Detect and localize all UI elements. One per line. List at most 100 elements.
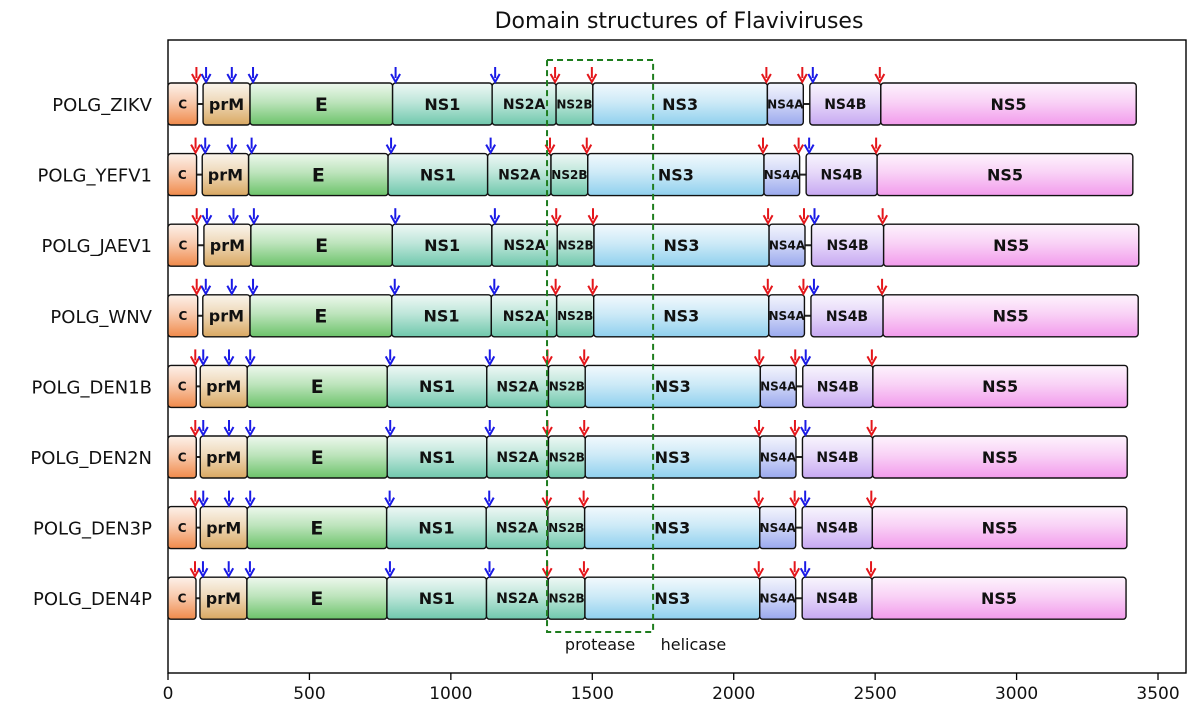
x-tick-label: 1500 <box>571 684 614 704</box>
domain-label: NS2B <box>557 309 593 323</box>
domain-label: NS1 <box>424 236 460 255</box>
protein-label: POLG_DEN1B <box>32 377 153 398</box>
protease-cleavage-arrow <box>550 278 562 296</box>
domain-label: NS2B <box>551 168 587 182</box>
domain-label: E <box>312 164 325 186</box>
x-tick-label: 3500 <box>1136 684 1179 704</box>
domain-label: C <box>178 380 187 394</box>
host-cleavage-arrow <box>484 561 495 579</box>
protease-cleavage-arrow <box>789 490 801 508</box>
host-cleavage-arrow <box>244 561 256 579</box>
protease-cleavage-arrow <box>191 67 202 85</box>
protein-label: POLG_JAEV1 <box>42 236 152 257</box>
protease-cleavage-arrow <box>753 420 765 438</box>
protease-cleavage-arrow <box>189 420 201 438</box>
domain-block <box>768 294 806 338</box>
domain-label: prM <box>206 448 241 467</box>
host-cleavage-arrow <box>226 278 238 296</box>
protease-cleavage-arrow <box>549 67 561 85</box>
host-cleavage-arrow <box>197 490 209 508</box>
host-cleavage-arrow <box>385 137 397 155</box>
domain-block <box>759 435 797 479</box>
domain-label: C <box>178 309 187 323</box>
domain-label: NS2B <box>548 592 584 606</box>
protease-region-box <box>546 59 655 633</box>
domain-block <box>167 223 199 267</box>
domain-block <box>872 364 1129 409</box>
domain-label: C <box>178 592 187 606</box>
host-cleavage-arrow <box>384 561 396 579</box>
domain-label: NS2B <box>548 521 584 535</box>
host-cleavage-arrow <box>200 67 212 85</box>
host-cleavage-arrow <box>226 67 238 85</box>
domain-label: NS5 <box>982 448 1018 467</box>
domain-label: NS3 <box>654 518 690 537</box>
domain-label: NS2A <box>503 97 546 113</box>
host-cleavage-arrow <box>223 349 235 367</box>
domain-label: NS2B <box>549 380 585 394</box>
domain-label: prM <box>209 95 244 114</box>
domain-label: NS3 <box>662 95 698 114</box>
domain-label: NS4A <box>767 97 804 111</box>
protein-label: POLG_DEN3P <box>33 519 152 540</box>
protease-cleavage-arrow <box>544 137 556 155</box>
domain-label: NS4B <box>816 591 858 607</box>
domain-label: NS4B <box>826 309 868 325</box>
host-cleavage-arrow <box>800 349 812 367</box>
domain-block <box>167 576 197 620</box>
protease-cleavage-arrow <box>753 490 765 508</box>
domain-label: NS1 <box>420 165 456 184</box>
domain-label: NS2A <box>496 450 539 466</box>
protease-cleavage-arrow <box>798 208 810 226</box>
protease-cleavage-arrow <box>866 420 877 438</box>
host-cleavage-arrow <box>197 349 209 367</box>
x-tick-label: 1000 <box>429 684 472 704</box>
domain-label: NS2B <box>558 239 594 253</box>
host-cleavage-arrow <box>803 137 815 155</box>
y-axis-labels: POLG_ZIKV POLG_YEFV1 POLG_JAEV1 POLG_WNV POL… <box>30 95 152 610</box>
domain-block <box>880 82 1137 126</box>
protease-cleavage-arrow <box>578 561 590 579</box>
x-tick-label: 0 <box>163 684 174 704</box>
domain-block <box>871 576 1127 620</box>
host-cleavage-arrow <box>200 278 212 296</box>
host-cleavage-arrow <box>808 278 820 296</box>
domain-label: NS5 <box>990 95 1026 114</box>
protease-cleavage-arrow <box>789 420 801 438</box>
domain-label: NS4A <box>768 309 805 323</box>
domain-label: E <box>310 517 323 539</box>
host-cleavage-arrow <box>228 208 239 226</box>
protease-cleavage-arrow <box>865 490 877 508</box>
protein-label: POLG_DEN2N <box>30 448 152 469</box>
protease-cleavage-arrow <box>793 137 804 155</box>
host-cleavage-arrow <box>201 208 213 226</box>
domain-label: NS2A <box>496 591 539 607</box>
protein-label: POLG_ZIKV <box>52 95 152 116</box>
domain-label: NS4B <box>816 521 858 537</box>
host-cleavage-arrow <box>223 561 235 579</box>
x-axis: 0 500 1000 1500 2000 2500 3000 3500 <box>163 673 1180 704</box>
protease-cleavage-arrow <box>866 349 878 367</box>
host-cleavage-arrow <box>223 420 235 438</box>
domain-label: NS1 <box>424 95 460 114</box>
domain-label: NS5 <box>987 165 1023 184</box>
domain-label: prM <box>206 377 241 396</box>
domain-label: NS1 <box>419 377 455 396</box>
protease-cleavage-arrow <box>578 349 590 367</box>
domain-label: C <box>178 97 187 111</box>
domain-block <box>768 223 806 267</box>
domain-label: NS4A <box>760 521 797 535</box>
domain-label: NS1 <box>419 589 455 608</box>
domain-block <box>763 152 801 197</box>
domain-block <box>876 152 1134 197</box>
domain-label: NS2A <box>498 168 541 184</box>
host-cleavage-arrow <box>485 137 497 155</box>
domain-label: E <box>314 306 327 328</box>
domain-label: NS5 <box>982 518 1018 537</box>
domain-block <box>167 505 197 550</box>
host-cleavage-arrow <box>384 349 396 367</box>
protein-label: POLG_WNV <box>50 307 152 328</box>
